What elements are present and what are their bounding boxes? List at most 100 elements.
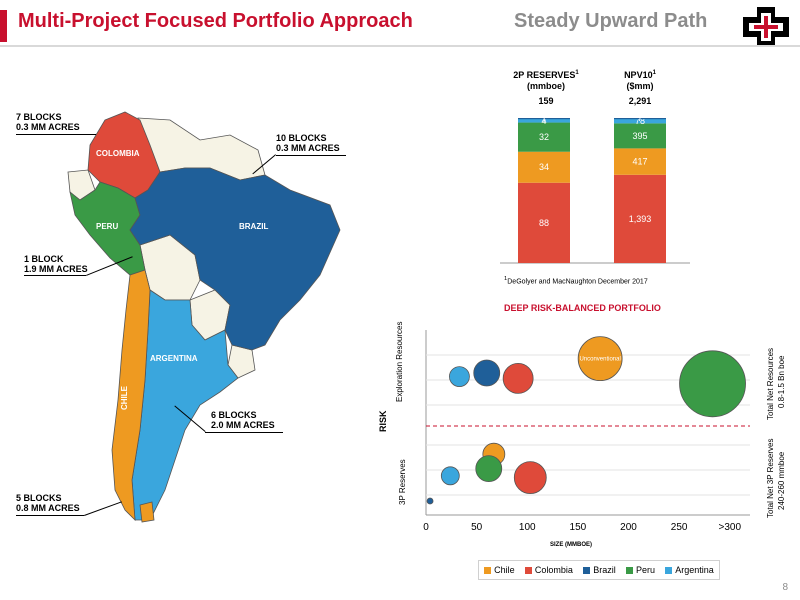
callout-peru: 1 BLOCK 1.9 MM ACRES	[24, 254, 88, 274]
bar-segment-peru-1	[614, 123, 666, 149]
bubble-legend: Chile Colombia Brazil Peru Argentina	[478, 560, 720, 580]
callout-chile-acres: 0.8 MM ACRES	[16, 503, 80, 513]
stacked-bar-chart: 88 34 32 41 1,393 417 395 787	[500, 118, 690, 264]
callout-argentina-blocks: 6 BLOCKS	[211, 410, 257, 420]
bar-label-peru-0: 32	[539, 132, 549, 142]
callout-peru-blocks: 1 BLOCK	[24, 254, 64, 264]
reserves-sup: 1	[575, 70, 579, 76]
callout-colombia-blocks: 7 BLOCKS	[16, 112, 62, 122]
npv-sup: 1	[652, 70, 656, 76]
page-number: 8	[782, 582, 788, 593]
legend-peru: Peru	[625, 565, 655, 575]
bar-segment-colombia-1	[614, 174, 666, 263]
callout-brazil-acres: 0.3 MM ACRES	[276, 143, 340, 153]
right-bot-label-1: Total Net 3P Reserves	[766, 438, 775, 518]
bar-label-argentina-0: 4	[541, 118, 546, 126]
xtick-2: 100	[518, 522, 536, 533]
bubble-chart-title: DEEP RISK-BALANCED PORTFOLIO	[504, 303, 661, 313]
xtick-6: >300	[718, 522, 742, 533]
legend-chile-swatch	[484, 567, 492, 575]
header-accent-bar	[0, 10, 7, 42]
right-bot-label-2: 240-260 mmboe	[777, 451, 786, 510]
label-argentina: ARGENTINA	[150, 354, 198, 363]
bubble-brazil-reserves	[426, 497, 434, 505]
callout-chile: 5 BLOCKS 0.8 MM ACRES	[16, 493, 80, 513]
bar-segment-brazil-0	[518, 118, 570, 120]
label-brazil: BRAZIL	[239, 222, 269, 231]
bubble-colombia-exploration	[502, 363, 534, 394]
bar-label-colombia-1: 1,393	[629, 214, 652, 224]
label-chile: CHILE	[120, 386, 129, 410]
chile-shape	[111, 269, 151, 522]
bubble-peru-exploration	[679, 350, 746, 418]
callout-peru-underline	[24, 275, 86, 276]
callout-colombia: 7 BLOCKS 0.3 MM ACRES	[16, 112, 80, 132]
bubble-xlabel: SIZE (MMBOE)	[550, 542, 592, 548]
label-peru: PERU	[96, 222, 119, 231]
bar-footnote: 1DeGolyer and MacNaughton December 2017	[504, 276, 648, 285]
header-divider	[0, 45, 800, 47]
callout-colombia-acres: 0.3 MM ACRES	[16, 122, 80, 132]
footnote-sup: 1	[504, 276, 508, 282]
callout-colombia-line	[16, 134, 96, 135]
npv-total: 2,291	[628, 96, 652, 106]
callout-chile-blocks: 5 BLOCKS	[16, 493, 62, 503]
south-america-map	[67, 111, 341, 523]
xtick-3: 150	[569, 522, 587, 533]
right-top-label-2: 0.8-1.5 Bn boe	[777, 355, 786, 408]
right-top-label-1: Total Net Resources	[766, 347, 775, 420]
legend-brazil-swatch	[583, 567, 591, 575]
npv-title: NPV10	[624, 70, 653, 80]
npv-header: NPV101 ($mm) 2,291	[590, 68, 690, 107]
bubble-argentina-exploration	[449, 366, 470, 387]
bar-segment-brazil-1	[614, 118, 666, 120]
page-subtitle: Steady Upward Path	[514, 10, 708, 32]
bubble-chile-exploration	[577, 336, 623, 382]
bubble-label-unconventional: Unconventional	[579, 357, 620, 363]
brazil-shape	[129, 167, 341, 351]
callout-brazil: 10 BLOCKS 0.3 MM ACRES	[276, 133, 340, 153]
legend-colombia: Colombia	[524, 565, 573, 575]
bar-label-brazil-1: 7	[637, 118, 642, 123]
group-reserves-label: 3P Reserves	[398, 459, 407, 505]
bubble-ylabel: RISK	[378, 410, 388, 432]
legend-colombia-swatch	[524, 567, 532, 575]
bubble-chart: Unconventional	[425, 330, 750, 516]
bar-segment-colombia-0	[518, 182, 570, 263]
xtick-4: 200	[620, 522, 637, 533]
legend-peru-swatch	[625, 567, 633, 575]
legend-argentina-swatch	[665, 567, 673, 575]
tierra-del-fuego-shape	[139, 501, 155, 523]
callout-argentina: 6 BLOCKS 2.0 MM ACRES	[211, 410, 275, 430]
page-title: Multi-Project Focused Portfolio Approach	[18, 10, 413, 32]
label-colombia: COLOMBIA	[96, 149, 140, 158]
xtick-1: 50	[471, 522, 483, 533]
callout-brazil-underline	[276, 155, 346, 156]
legend-chile-label: Chile	[494, 565, 515, 575]
callout-chile-underline	[16, 515, 84, 516]
bar-segment-chile-1	[614, 148, 666, 175]
bar-label-chile-1: 417	[632, 157, 647, 167]
npv-unit: ($mm)	[626, 81, 654, 91]
reserves-unit: (mmboe)	[527, 81, 565, 91]
bar-label-colombia-0: 88	[539, 218, 549, 228]
reserves-total: 159	[538, 96, 554, 106]
xtick-5: 250	[670, 522, 688, 533]
bar-label-chile-0: 34	[539, 162, 549, 172]
callout-argentina-underline	[205, 432, 283, 433]
legend-brazil-label: Brazil	[593, 565, 616, 575]
bar-label-brazil-0: 1	[541, 118, 546, 123]
legend-colombia-label: Colombia	[534, 565, 573, 575]
callout-peru-acres: 1.9 MM ACRES	[24, 264, 88, 274]
bubble-peru-reserves	[475, 455, 503, 483]
bar-segment-argentina-0	[518, 118, 570, 123]
callout-brazil-blocks: 10 BLOCKS	[276, 133, 327, 143]
legend-argentina: Argentina	[665, 565, 714, 575]
callout-argentina-acres: 2.0 MM ACRES	[211, 420, 275, 430]
bubble-brazil-exploration	[473, 359, 501, 387]
group-exploration-label: Exploration Resources	[395, 321, 404, 402]
bubble-colombia-reserves	[513, 461, 547, 495]
xtick-0: 0	[423, 522, 429, 533]
bubble-argentina-reserves	[440, 466, 460, 486]
footnote-text: DeGolyer and MacNaughton December 2017	[507, 278, 648, 286]
